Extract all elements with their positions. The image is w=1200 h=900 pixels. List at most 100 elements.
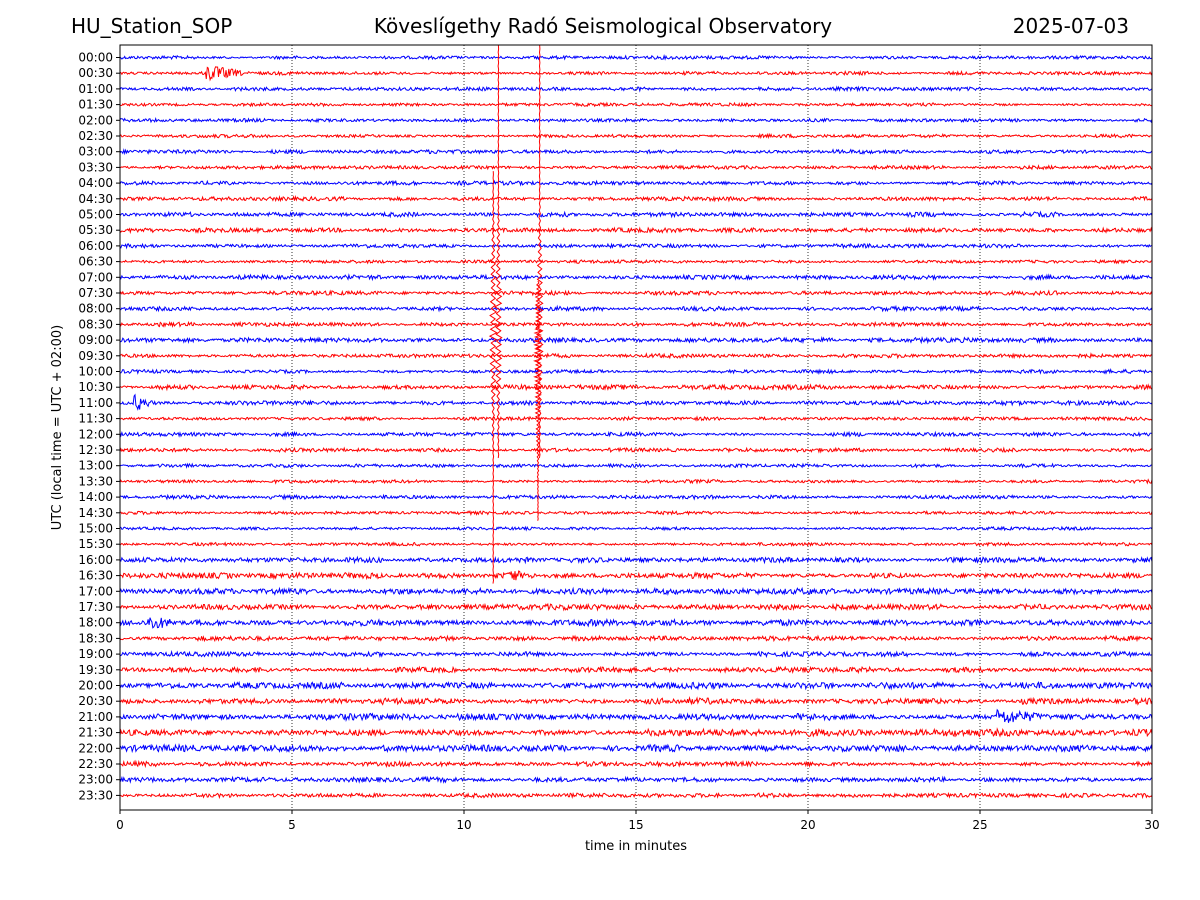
y-tick-label: 11:30 <box>78 412 113 426</box>
y-tick-label: 01:00 <box>78 82 113 96</box>
trace-2230 <box>119 759 1153 769</box>
trace-1230 <box>119 446 1153 454</box>
x-tick-label: 10 <box>456 818 471 832</box>
spike-2 <box>535 45 544 459</box>
y-tick-label: 08:00 <box>78 302 113 316</box>
y-tick-label: 18:30 <box>78 631 113 645</box>
y-tick-label: 20:30 <box>78 694 113 708</box>
trace-1830 <box>119 634 1153 643</box>
y-tick-label: 03:30 <box>78 160 113 174</box>
y-tick-label: 07:30 <box>78 286 113 300</box>
trace-2000 <box>119 680 1153 691</box>
y-tick-label: 12:30 <box>78 443 113 457</box>
grid-lines <box>291 45 981 810</box>
seismic-traces <box>119 54 1153 800</box>
y-tick-label: 16:30 <box>78 569 113 583</box>
y-tick-label: 01:30 <box>78 98 113 112</box>
x-tick-label: 5 <box>288 818 296 832</box>
trace-2300 <box>119 775 1153 784</box>
trace-0000 <box>119 54 1153 61</box>
trace-1100 <box>119 393 1153 411</box>
y-tick-label: 17:00 <box>78 584 113 598</box>
station-name: HU_Station_SOP <box>71 14 233 38</box>
trace-1430 <box>119 509 1153 516</box>
x-tick-label: 20 <box>800 818 815 832</box>
trace-1200 <box>119 430 1153 439</box>
trace-1330 <box>119 478 1153 485</box>
trace-2200 <box>119 742 1153 754</box>
y-tick-label: 10:00 <box>78 365 113 379</box>
trace-0600 <box>119 242 1153 250</box>
trace-0630 <box>119 258 1153 265</box>
trace-0700 <box>119 273 1153 282</box>
x-tick-label: 30 <box>1144 818 1159 832</box>
x-axis-label: time in minutes <box>585 839 687 854</box>
y-tick-label: 04:30 <box>78 192 113 206</box>
chart-title: Köveslígethy Radó Seismological Observat… <box>373 14 833 38</box>
y-tick-label: 20:00 <box>78 679 113 693</box>
trace-1730 <box>119 602 1153 612</box>
y-tick-label: 00:00 <box>78 51 113 65</box>
trace-1000 <box>119 367 1153 375</box>
y-tick-label: 13:30 <box>78 474 113 488</box>
x-tick-label: 25 <box>972 818 987 832</box>
y-axis-label: UTC (local time = UTC + 02:00) <box>50 325 65 530</box>
trace-0930 <box>119 352 1153 360</box>
x-tick-label: 15 <box>628 818 643 832</box>
trace-1530 <box>119 541 1153 548</box>
y-tick-label: 15:00 <box>78 522 113 536</box>
trace-2130 <box>119 727 1153 738</box>
y-tick-label: 21:30 <box>78 726 113 740</box>
trace-1630 <box>119 570 1153 581</box>
y-tick-label: 09:00 <box>78 333 113 347</box>
y-tick-label: 11:00 <box>78 396 113 410</box>
trace-0030 <box>119 66 1153 82</box>
y-tick-label: 16:00 <box>78 553 113 567</box>
trace-0500 <box>119 210 1153 219</box>
trace-0100 <box>119 85 1153 93</box>
y-tick-label: 04:00 <box>78 176 113 190</box>
y-tick-label: 06:00 <box>78 239 113 253</box>
y-tick-label: 15:30 <box>78 537 113 551</box>
trace-0800 <box>119 304 1153 313</box>
y-tick-label: 08:30 <box>78 317 113 331</box>
y-tick-label: 19:30 <box>78 663 113 677</box>
y-tick-label: 14:00 <box>78 490 113 504</box>
trace-1400 <box>119 493 1153 501</box>
trace-1930 <box>119 665 1153 675</box>
y-tick-label: 00:30 <box>78 66 113 80</box>
y-tick-label: 22:00 <box>78 741 113 755</box>
spike-1 <box>488 171 498 584</box>
trace-2100 <box>119 708 1153 723</box>
trace-0730 <box>119 289 1153 297</box>
trace-1900 <box>119 649 1153 659</box>
trace-0900 <box>119 335 1153 345</box>
y-tick-label: 13:00 <box>78 459 113 473</box>
trace-0230 <box>119 132 1153 140</box>
trace-0300 <box>119 148 1153 156</box>
y-tick-label: 03:00 <box>78 145 113 159</box>
trace-2030 <box>119 696 1153 706</box>
y-tick-label: 02:30 <box>78 129 113 143</box>
y-tick-label: 06:30 <box>78 255 113 269</box>
trace-1500 <box>119 525 1153 532</box>
y-tick-label: 05:00 <box>78 208 113 222</box>
trace-1130 <box>119 415 1153 422</box>
trace-2330 <box>119 791 1153 800</box>
trace-1600 <box>119 555 1153 565</box>
chart-date: 2025-07-03 <box>1012 14 1129 38</box>
x-axis-ticks: 0 5 10 15 20 25 30 <box>116 810 1160 832</box>
y-tick-label: 19:00 <box>78 647 113 661</box>
trace-1300 <box>119 462 1153 469</box>
spike-3 <box>533 280 543 521</box>
x-tick-label: 0 <box>116 818 124 832</box>
trace-0400 <box>119 179 1153 187</box>
y-tick-label: 12:00 <box>78 427 113 441</box>
y-tick-label: 23:00 <box>78 773 113 787</box>
trace-1700 <box>119 586 1153 596</box>
y-tick-label: 10:30 <box>78 380 113 394</box>
trace-0830 <box>119 320 1153 328</box>
trace-0530 <box>119 226 1153 235</box>
